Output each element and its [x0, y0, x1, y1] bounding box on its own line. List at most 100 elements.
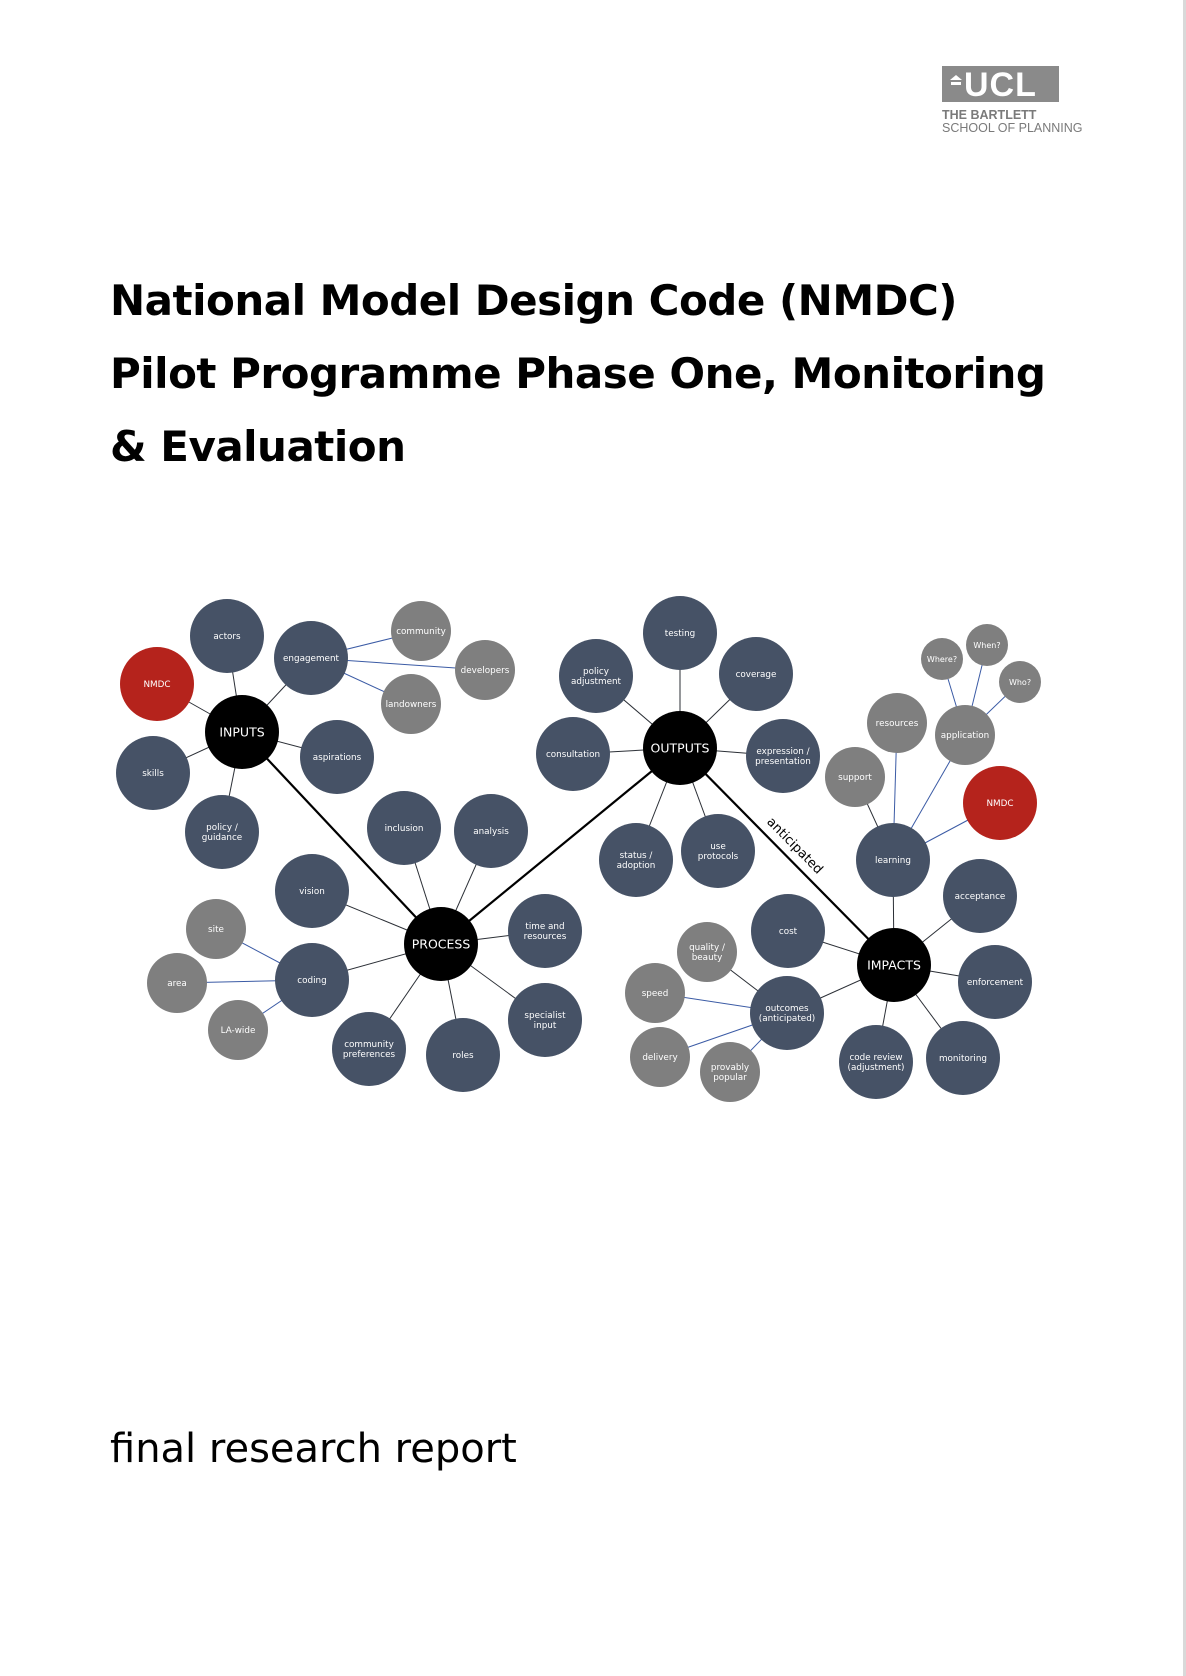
node-circle	[208, 1000, 268, 1060]
node-circle	[455, 640, 515, 700]
node-circle	[147, 953, 207, 1013]
node-label: site	[208, 925, 224, 935]
node-label: When?	[973, 641, 1000, 650]
node-circle	[508, 983, 582, 1057]
node-when: When?	[966, 624, 1008, 666]
node-monitoring: monitoring	[926, 1021, 1000, 1095]
node-vision: vision	[275, 854, 349, 928]
node-circle	[190, 599, 264, 673]
node-label: consultation	[546, 750, 600, 760]
diagram-nodes: actors engagement community developers lando…	[116, 596, 1041, 1102]
node-skills: skills	[116, 736, 190, 810]
node-label: engagement	[283, 654, 340, 664]
node-resources: resources	[867, 693, 927, 753]
node-aspirations: aspirations	[300, 720, 374, 794]
hub-link-process-outputs	[440, 747, 681, 945]
node-circle	[508, 894, 582, 968]
node-label: protocols	[698, 852, 739, 862]
node-circle	[275, 854, 349, 928]
ucl-portico-icon	[950, 75, 962, 85]
node-label: policy /	[206, 823, 238, 833]
node-label: LA-wide	[221, 1026, 256, 1036]
node-site: site	[186, 899, 246, 959]
node-circle	[274, 621, 348, 695]
node-label: preferences	[343, 1050, 396, 1060]
node-circle	[120, 647, 194, 721]
node-circle	[559, 639, 633, 713]
node-circle	[426, 1018, 500, 1092]
node-label: support	[838, 773, 872, 783]
hub-node-process: PROCESS	[404, 907, 478, 981]
report-subtitle: final research report	[110, 1426, 517, 1472]
node-circle	[681, 814, 755, 888]
node-label: popular	[713, 1073, 747, 1083]
node-label: policy	[583, 667, 609, 677]
node-label: monitoring	[939, 1054, 987, 1064]
node-label: adoption	[617, 861, 656, 871]
node-label: guidance	[202, 833, 242, 843]
report-title: National Model Design Code (NMDC) Pilot …	[110, 276, 1046, 471]
node-label: status /	[620, 851, 653, 861]
node-learning: learning	[856, 823, 930, 897]
node-circle	[926, 1021, 1000, 1095]
node-support: support	[825, 747, 885, 807]
node-speed: speed	[625, 963, 685, 1023]
node-label: NMDC	[143, 680, 170, 690]
node-label: learning	[875, 856, 911, 866]
node-circle	[454, 794, 528, 868]
node-application: application	[935, 705, 995, 765]
node-actors: actors	[190, 599, 264, 673]
node-consultation: consultation	[536, 717, 610, 791]
node-where: Where?	[921, 638, 963, 680]
node-circle	[999, 661, 1041, 703]
node-label: Where?	[927, 655, 957, 664]
node-outcomes: outcomes(anticipated)	[750, 976, 824, 1050]
node-label: OUTPUTS	[651, 740, 710, 755]
node-label: actors	[213, 632, 241, 642]
node-circle	[825, 747, 885, 807]
node-circle	[839, 1025, 913, 1099]
node-code-review: code review(adjustment)	[839, 1025, 913, 1099]
node-cost: cost	[751, 894, 825, 968]
node-label: skills	[142, 769, 164, 779]
node-roles: roles	[426, 1018, 500, 1092]
node-circle	[966, 624, 1008, 666]
node-label: PROCESS	[412, 936, 471, 951]
node-quality-beauty: quality /beauty	[677, 922, 737, 982]
node-circle	[921, 638, 963, 680]
node-circle	[867, 693, 927, 753]
node-circle	[391, 601, 451, 661]
node-developers: developers	[455, 640, 515, 700]
node-label: inclusion	[385, 824, 424, 834]
node-circle	[599, 823, 673, 897]
ucl-logo-block: UCL	[942, 66, 1059, 104]
node-nmdc-left: NMDC	[120, 647, 194, 721]
node-circle	[856, 823, 930, 897]
node-label: code review	[849, 1053, 902, 1063]
node-label: aspirations	[313, 753, 362, 763]
node-analysis: analysis	[454, 794, 528, 868]
node-label: application	[941, 731, 990, 741]
node-policy-guidance: policy /guidance	[185, 795, 259, 869]
node-circle	[186, 899, 246, 959]
node-circle	[643, 596, 717, 670]
node-label: vision	[299, 887, 325, 897]
node-engagement: engagement	[274, 621, 348, 695]
node-label: INPUTS	[219, 724, 264, 739]
ucl-wordmark: UCL	[964, 66, 1037, 104]
hub-link-label-group: anticipated	[763, 815, 825, 878]
ucl-bartlett-logo: UCL THE BARTLETT SCHOOL OF PLANNING	[942, 66, 1083, 136]
node-circle	[275, 943, 349, 1017]
node-enforcement: enforcement	[958, 945, 1032, 1019]
hub-node-inputs: INPUTS	[205, 695, 279, 769]
hub-link-inputs-process	[241, 731, 442, 945]
node-circle	[625, 963, 685, 1023]
node-label: enforcement	[967, 978, 1024, 988]
node-nmdc-right: NMDC	[963, 766, 1037, 840]
node-label: area	[167, 979, 187, 989]
node-label: use	[710, 842, 726, 852]
